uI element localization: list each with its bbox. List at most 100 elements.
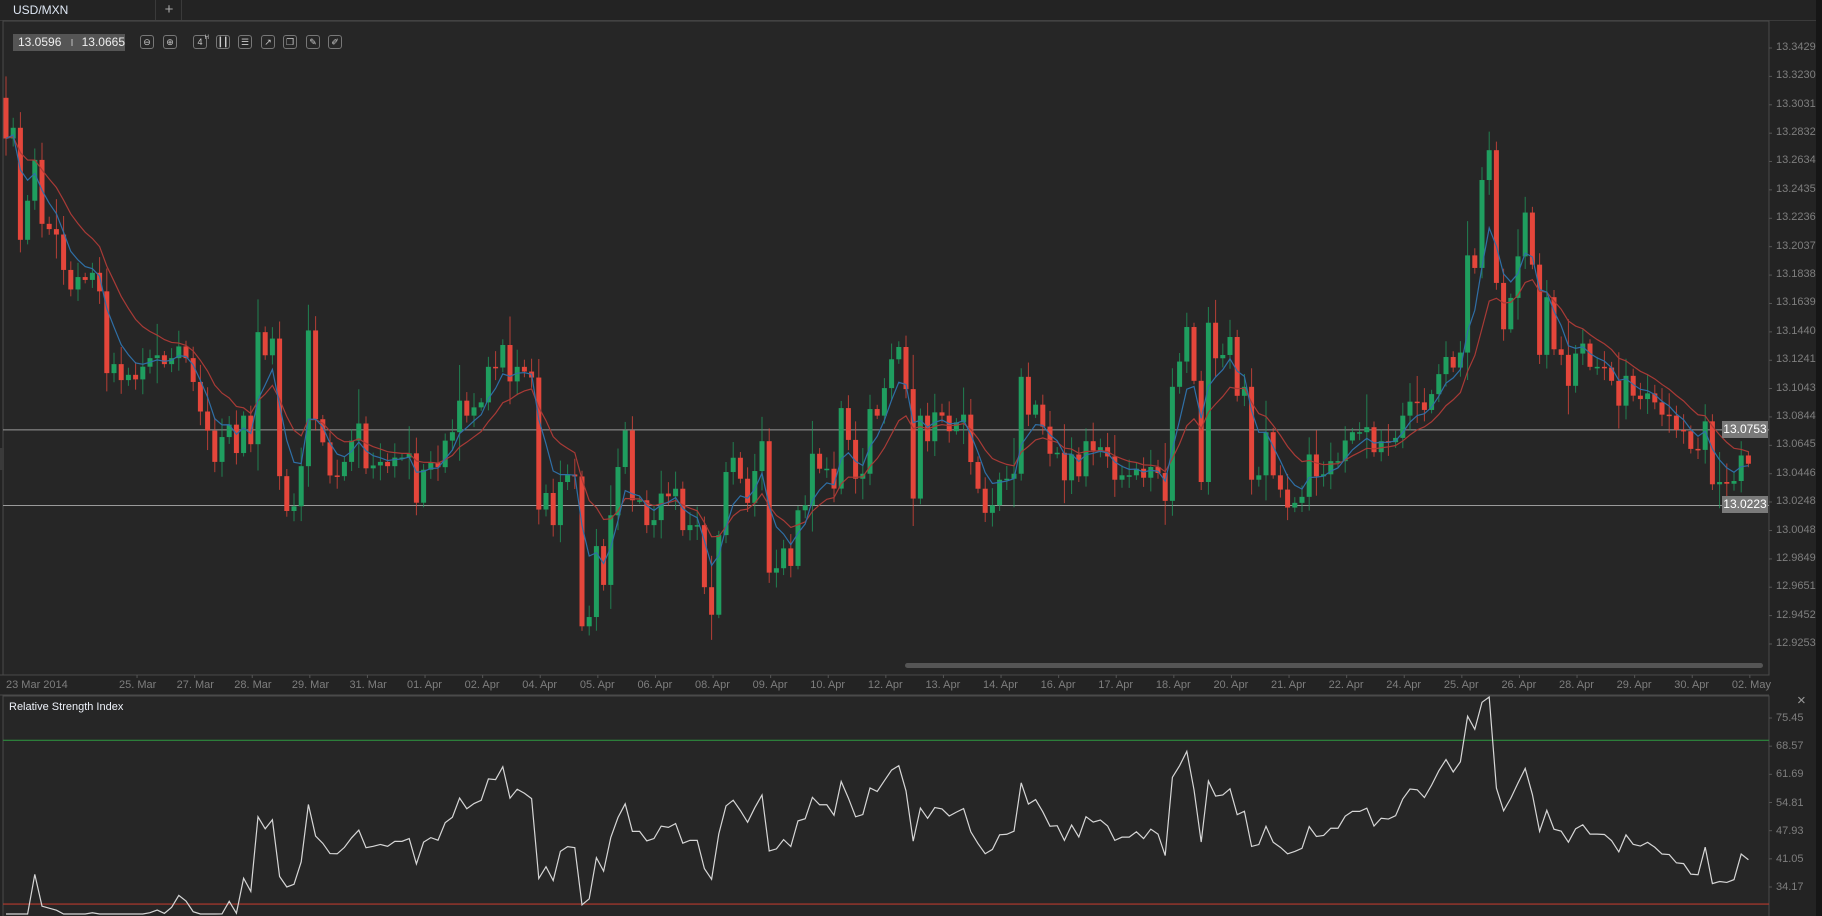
candle-down [190,358,196,382]
candle-down [1155,467,1161,474]
candle-down [1587,343,1593,367]
candle-down [53,229,59,235]
candle-up [824,468,830,471]
candle-down [385,461,391,467]
candle-up [637,500,643,502]
candle-up [759,441,765,472]
candle-up [802,505,808,511]
candle-up [997,479,1003,506]
candle-up [1731,481,1737,484]
candle-down [1709,421,1715,485]
candle-down [1681,429,1687,432]
candle-up [1148,467,1154,478]
candle-up [1400,415,1406,438]
candle-up [1126,475,1132,477]
candle-up [723,472,729,536]
candle-down [737,457,743,479]
candle-down [46,223,52,230]
candle-down [133,374,139,380]
right-scrollbar[interactable] [1816,0,1822,916]
y-tick-label: 12.9452 [1776,608,1816,621]
horizontal-scrollbar[interactable] [905,663,1763,668]
y-tick-label: 13.1241 [1776,353,1816,366]
candle-down [1234,337,1240,396]
candle-up [428,462,434,470]
tab-usd-mxn[interactable]: USD/MXN [0,0,156,20]
candle-down [1659,402,1665,415]
candle-down [68,269,74,290]
x-tick-label: 23 Mar 2014 [6,679,68,691]
close-rsi-icon[interactable]: × [1797,692,1806,709]
candle-down [1090,441,1096,451]
edit-icon[interactable]: ✎ [306,35,320,49]
candle-up [1205,322,1211,483]
candle-down [550,493,556,526]
candle-up [557,482,563,526]
x-tick-label: 06. Apr [637,679,673,691]
candle-down [1551,297,1557,350]
x-tick-label: 29. Apr [1616,679,1652,691]
candle-up [716,535,722,615]
candle-up [543,493,549,510]
y-tick-label: 13.0248 [1776,494,1816,507]
candle-down [521,366,527,372]
candle-up [471,407,477,416]
left-panel-handle[interactable] [0,448,4,470]
settings-sliders-icon[interactable]: ☰ [238,35,252,49]
candle-down [320,419,326,443]
y-tick-label: 12.9651 [1776,580,1816,593]
candle-up [1522,212,1528,257]
candle-down [709,587,715,615]
candle-up [1342,440,1348,462]
candle-down [1025,376,1031,415]
candle-down [788,548,794,566]
chart-type-icon[interactable]: ┃┃ [216,35,230,49]
candle-up [291,506,297,511]
candle-down [1040,404,1046,427]
candle-up [154,355,160,359]
y-tick-label: 13.1440 [1776,324,1816,337]
candle-up [1515,256,1521,298]
zoom-in-icon[interactable]: ⊕ [163,35,177,49]
indicators-icon[interactable]: ↗ [261,35,275,49]
candle-up [219,437,225,462]
candle-down [874,409,880,416]
candle-up [1256,475,1262,480]
candle-down [82,277,88,280]
candle-up [1184,327,1190,362]
candle-up [449,432,455,441]
copy-icon[interactable]: ❐ [283,35,297,49]
candle-down [1558,349,1564,355]
candle-up [687,525,693,531]
candle-down [1609,367,1615,381]
x-tick-label: 25. Apr [1443,679,1479,691]
candle-down [1421,402,1427,410]
candle-up [752,471,758,503]
candle-up [1169,386,1175,501]
zoom-out-icon[interactable]: ⊖ [140,35,154,49]
candle-up [1429,394,1435,410]
candle-down [1695,448,1701,451]
candle-up [10,127,16,139]
candle-down [3,97,9,139]
ask-price: 13.0665 [81,35,125,49]
candle-down [629,430,635,501]
candle-down [1277,475,1283,490]
x-tick-label: 02. Apr [464,679,500,691]
x-tick-label: 04. Apr [522,679,558,691]
candle-up [255,332,261,445]
candle-down [536,377,542,510]
candle-down [939,412,945,416]
draw-icon[interactable]: ✐ [328,35,342,49]
candle-up [1645,393,1651,400]
add-tab-button[interactable]: + [157,0,182,20]
candle-up [1544,297,1550,355]
candle-down [1162,473,1168,501]
candle-up [651,520,657,526]
x-tick-label: 30. Apr [1674,679,1710,691]
moving-average-slow [5,136,1749,538]
candle-down [910,389,916,499]
candle-down [1141,468,1147,478]
